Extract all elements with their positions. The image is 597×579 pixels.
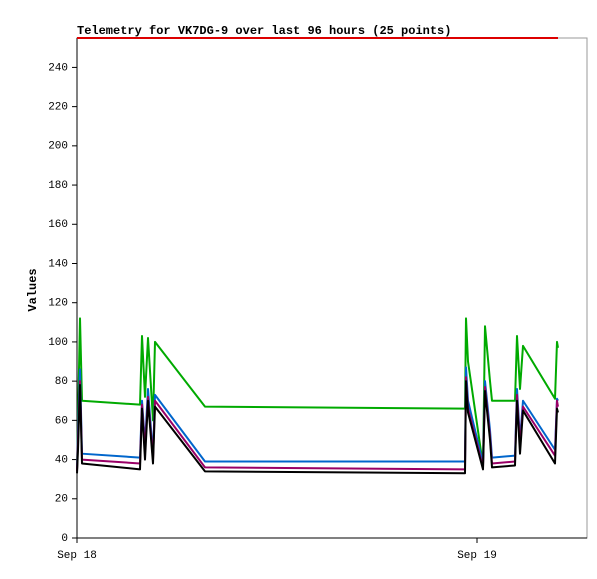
y-tick-label: 100 <box>48 337 68 349</box>
y-tick-label: 220 <box>48 102 68 114</box>
y-tick-label: 200 <box>48 141 68 153</box>
y-tick-label: 40 <box>55 454 68 466</box>
y-tick-label: 0 <box>61 533 68 545</box>
y-tick-label: 80 <box>55 376 68 388</box>
series-line <box>76 317 559 470</box>
series-line <box>76 380 559 475</box>
y-tick-label: 160 <box>48 219 68 231</box>
x-tick-label: Sep 19 <box>457 550 497 562</box>
y-tick-label: 180 <box>48 180 68 192</box>
y-tick-label: 120 <box>48 298 68 310</box>
chart-title: Telemetry for VK7DG-9 over last 96 hours… <box>77 24 451 38</box>
y-axis-label: Values <box>26 268 40 311</box>
x-tick-label: Sep 18 <box>57 550 97 562</box>
y-tick-label: 240 <box>48 62 68 74</box>
y-tick-label: 140 <box>48 258 68 270</box>
y-tick-label: 20 <box>55 494 68 506</box>
y-tick-label: 60 <box>55 415 68 427</box>
